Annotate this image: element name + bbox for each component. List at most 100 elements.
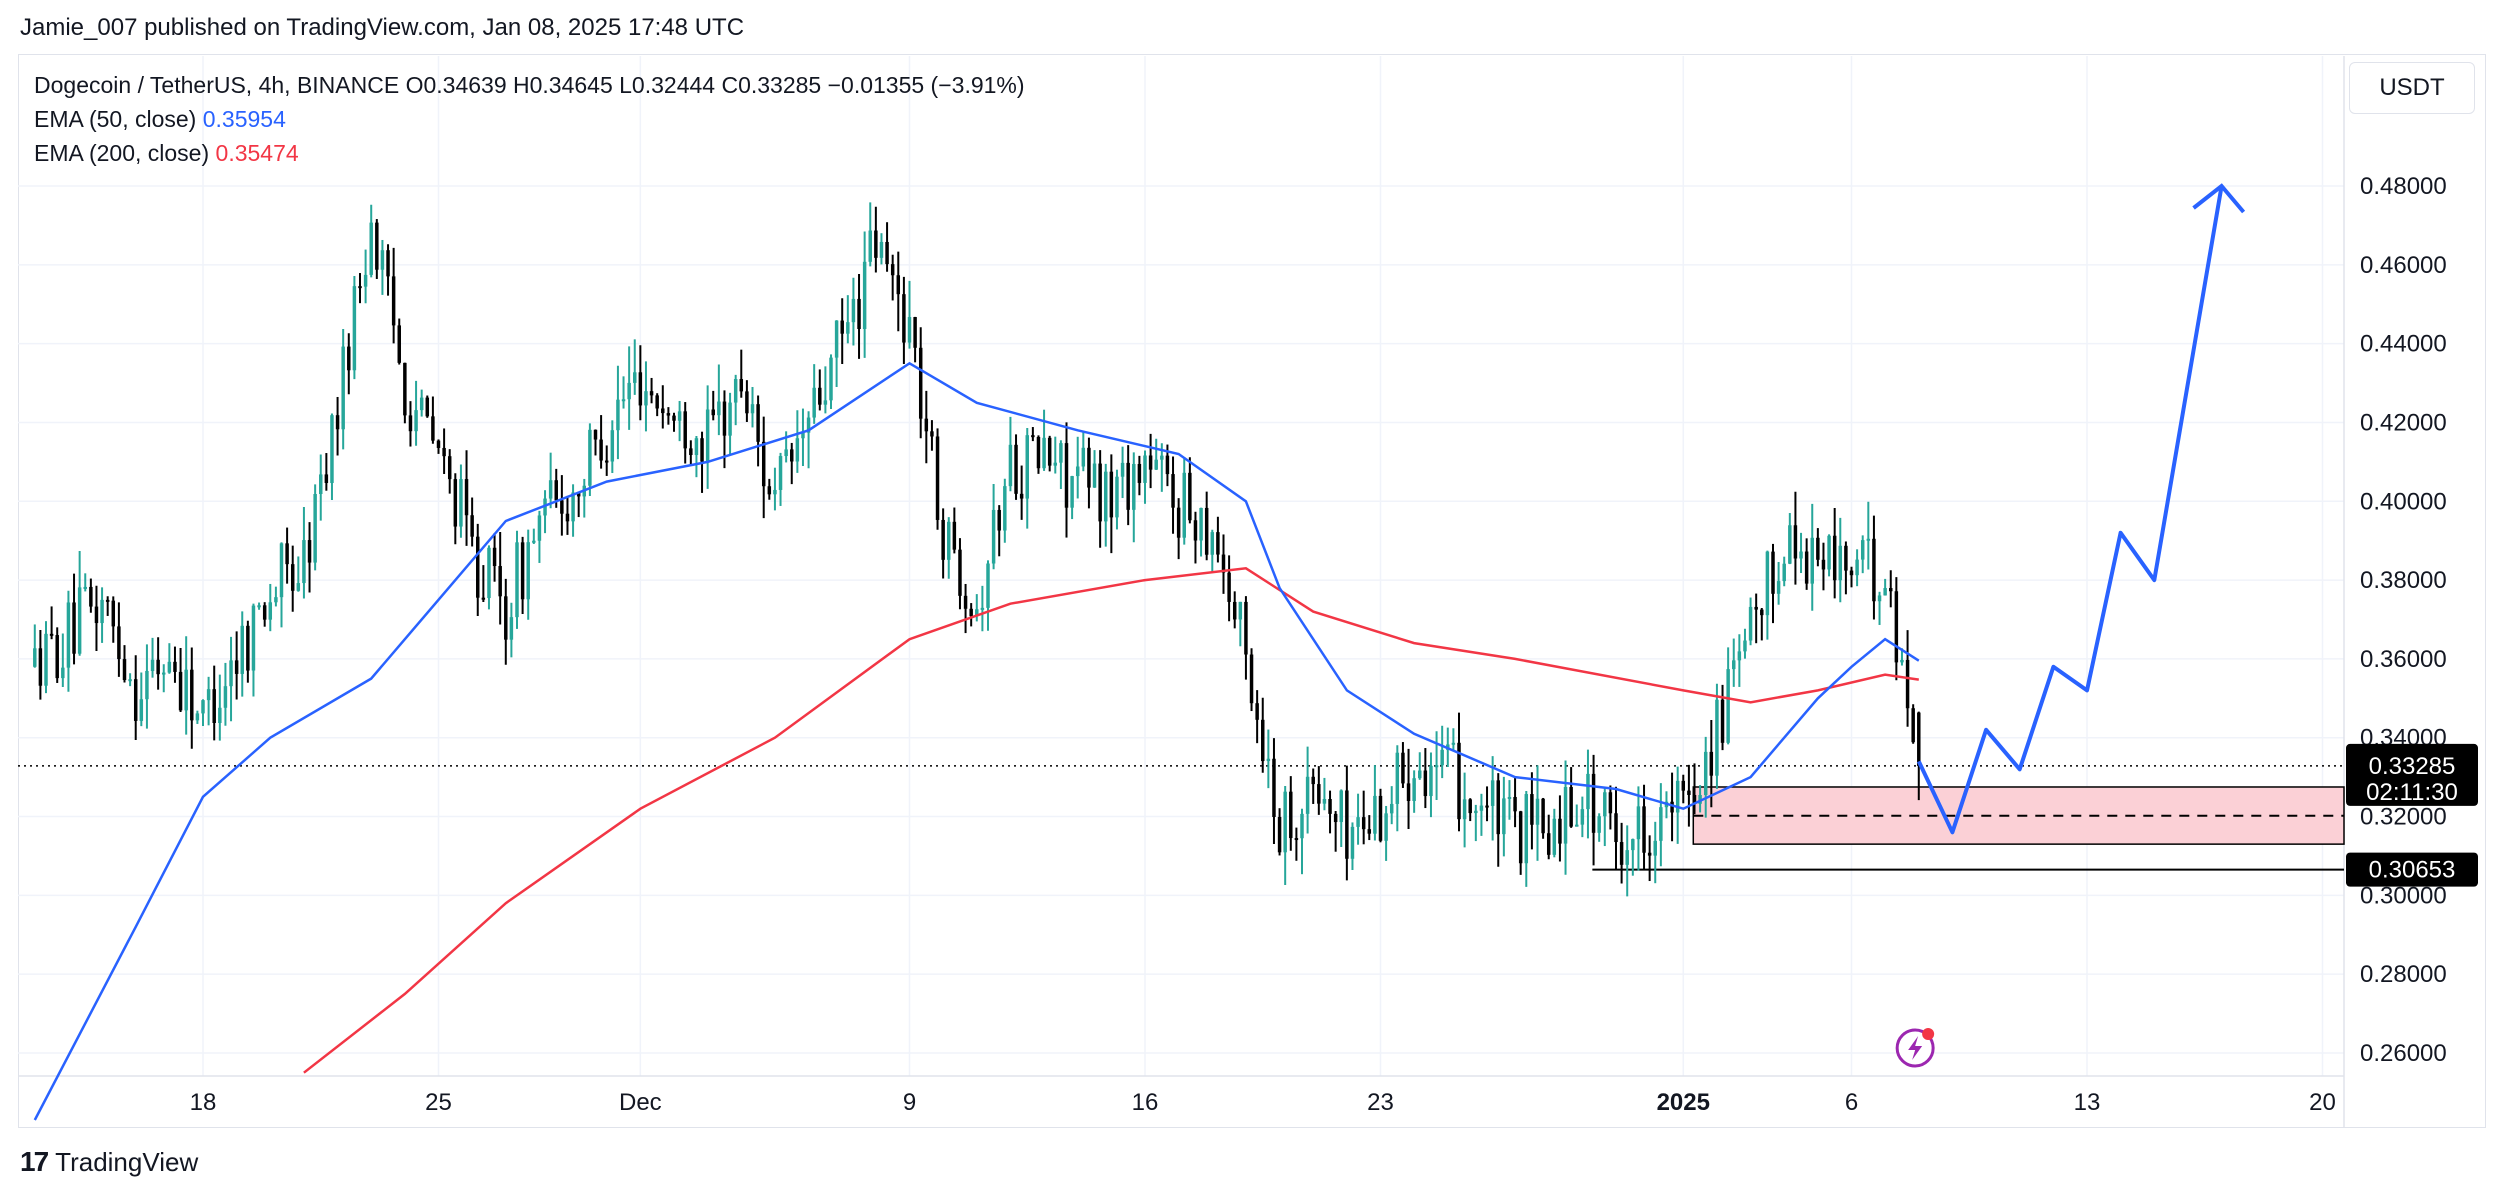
candle-body[interactable]: [347, 346, 351, 371]
candle-body[interactable]: [1098, 463, 1102, 522]
candle-body[interactable]: [991, 509, 996, 564]
candle-body[interactable]: [1120, 462, 1125, 477]
candle-body[interactable]: [554, 480, 558, 501]
candle-body[interactable]: [89, 586, 93, 607]
candle-body[interactable]: [369, 222, 373, 275]
candle-body[interactable]: [1216, 532, 1220, 555]
candle-body[interactable]: [1490, 780, 1495, 806]
candle-body[interactable]: [1008, 444, 1013, 487]
candle-body[interactable]: [290, 564, 295, 591]
candle-body[interactable]: [1143, 455, 1147, 483]
candle-body[interactable]: [1255, 703, 1259, 720]
ema200-line[interactable]: [303, 567, 1919, 1074]
candle-body[interactable]: [924, 418, 929, 432]
candle-body[interactable]: [1838, 545, 1843, 581]
candle-body[interactable]: [1844, 545, 1848, 571]
candle-body[interactable]: [896, 275, 901, 295]
candle-body[interactable]: [857, 298, 861, 329]
candle-body[interactable]: [1300, 813, 1304, 839]
candle-body[interactable]: [375, 222, 379, 270]
candle-body[interactable]: [1221, 554, 1226, 573]
candle-body[interactable]: [1238, 601, 1243, 620]
candle-body[interactable]: [1625, 850, 1629, 865]
candle-body[interactable]: [975, 609, 979, 617]
candle-body[interactable]: [408, 415, 413, 432]
candle-body[interactable]: [391, 276, 396, 326]
candle-body[interactable]: [1591, 773, 1596, 833]
candle-body[interactable]: [1748, 606, 1753, 641]
candle-body[interactable]: [419, 397, 424, 411]
candle-body[interactable]: [963, 595, 968, 609]
candle-body[interactable]: [1412, 778, 1416, 801]
candle-body[interactable]: [94, 606, 99, 624]
candle-body[interactable]: [296, 583, 301, 591]
candle-body[interactable]: [874, 230, 878, 258]
candle-body[interactable]: [1659, 807, 1663, 841]
candle-body[interactable]: [341, 346, 345, 430]
candle-body[interactable]: [1384, 813, 1388, 841]
candle-body[interactable]: [902, 294, 906, 343]
candle-body[interactable]: [111, 600, 116, 627]
candle-body[interactable]: [1603, 792, 1607, 817]
candle-body[interactable]: [1148, 455, 1153, 470]
candle-body[interactable]: [1743, 640, 1747, 652]
candle-body[interactable]: [150, 659, 155, 671]
candle-body[interactable]: [447, 456, 452, 480]
candle-body[interactable]: [790, 449, 794, 462]
candle-body[interactable]: [1619, 842, 1624, 865]
candle-body[interactable]: [453, 479, 458, 527]
candle-body[interactable]: [1104, 471, 1108, 522]
candle-body[interactable]: [1552, 818, 1557, 855]
candle-body[interactable]: [890, 264, 895, 276]
candle-body[interactable]: [1277, 816, 1282, 853]
candle-body[interactable]: [83, 586, 87, 589]
candle-body[interactable]: [1261, 719, 1265, 762]
candle-body[interactable]: [268, 602, 273, 620]
candle-body[interactable]: [728, 402, 732, 436]
candle-body[interactable]: [234, 660, 239, 674]
candle-body[interactable]: [1793, 525, 1798, 559]
candle-body[interactable]: [363, 274, 368, 287]
candle-body[interactable]: [1132, 463, 1136, 510]
candle-body[interactable]: [1479, 805, 1484, 811]
candle-body[interactable]: [1485, 805, 1489, 808]
candle-body[interactable]: [621, 399, 626, 402]
candle-body[interactable]: [941, 519, 945, 560]
candle-body[interactable]: [1771, 551, 1775, 594]
currency-unit-button[interactable]: USDT: [2349, 62, 2475, 114]
candle-body[interactable]: [604, 460, 609, 463]
candle-body[interactable]: [476, 536, 480, 598]
candle-body[interactable]: [190, 669, 194, 721]
candle-body[interactable]: [571, 492, 575, 522]
candle-body[interactable]: [1776, 581, 1781, 594]
candle-body[interactable]: [1535, 798, 1540, 825]
candle-body[interactable]: [1827, 535, 1831, 570]
candle-body[interactable]: [139, 699, 144, 721]
candle-body[interactable]: [767, 486, 772, 495]
candle-body[interactable]: [739, 379, 744, 392]
candle-body[interactable]: [633, 372, 637, 383]
candle-body[interactable]: [795, 438, 800, 462]
candle-body[interactable]: [145, 670, 149, 700]
candle-body[interactable]: [1188, 472, 1192, 521]
candle-body[interactable]: [683, 411, 687, 449]
candle-body[interactable]: [997, 509, 1001, 531]
candle-body[interactable]: [274, 597, 278, 603]
candle-body[interactable]: [1440, 749, 1444, 766]
candle-body[interactable]: [784, 449, 788, 457]
candle-body[interactable]: [610, 430, 615, 462]
candle-body[interactable]: [38, 648, 43, 686]
candle-body[interactable]: [1311, 776, 1315, 785]
candle-body[interactable]: [1350, 826, 1355, 859]
candle-body[interactable]: [649, 391, 654, 396]
candle-body[interactable]: [1059, 443, 1063, 463]
candle-body[interactable]: [885, 241, 889, 265]
candle-body[interactable]: [952, 521, 957, 550]
candle-body[interactable]: [694, 438, 699, 456]
candle-body[interactable]: [1698, 795, 1702, 804]
candle-body[interactable]: [1232, 601, 1237, 620]
candle-body[interactable]: [1653, 840, 1657, 856]
candle-body[interactable]: [1429, 765, 1433, 797]
candle-body[interactable]: [548, 480, 553, 499]
